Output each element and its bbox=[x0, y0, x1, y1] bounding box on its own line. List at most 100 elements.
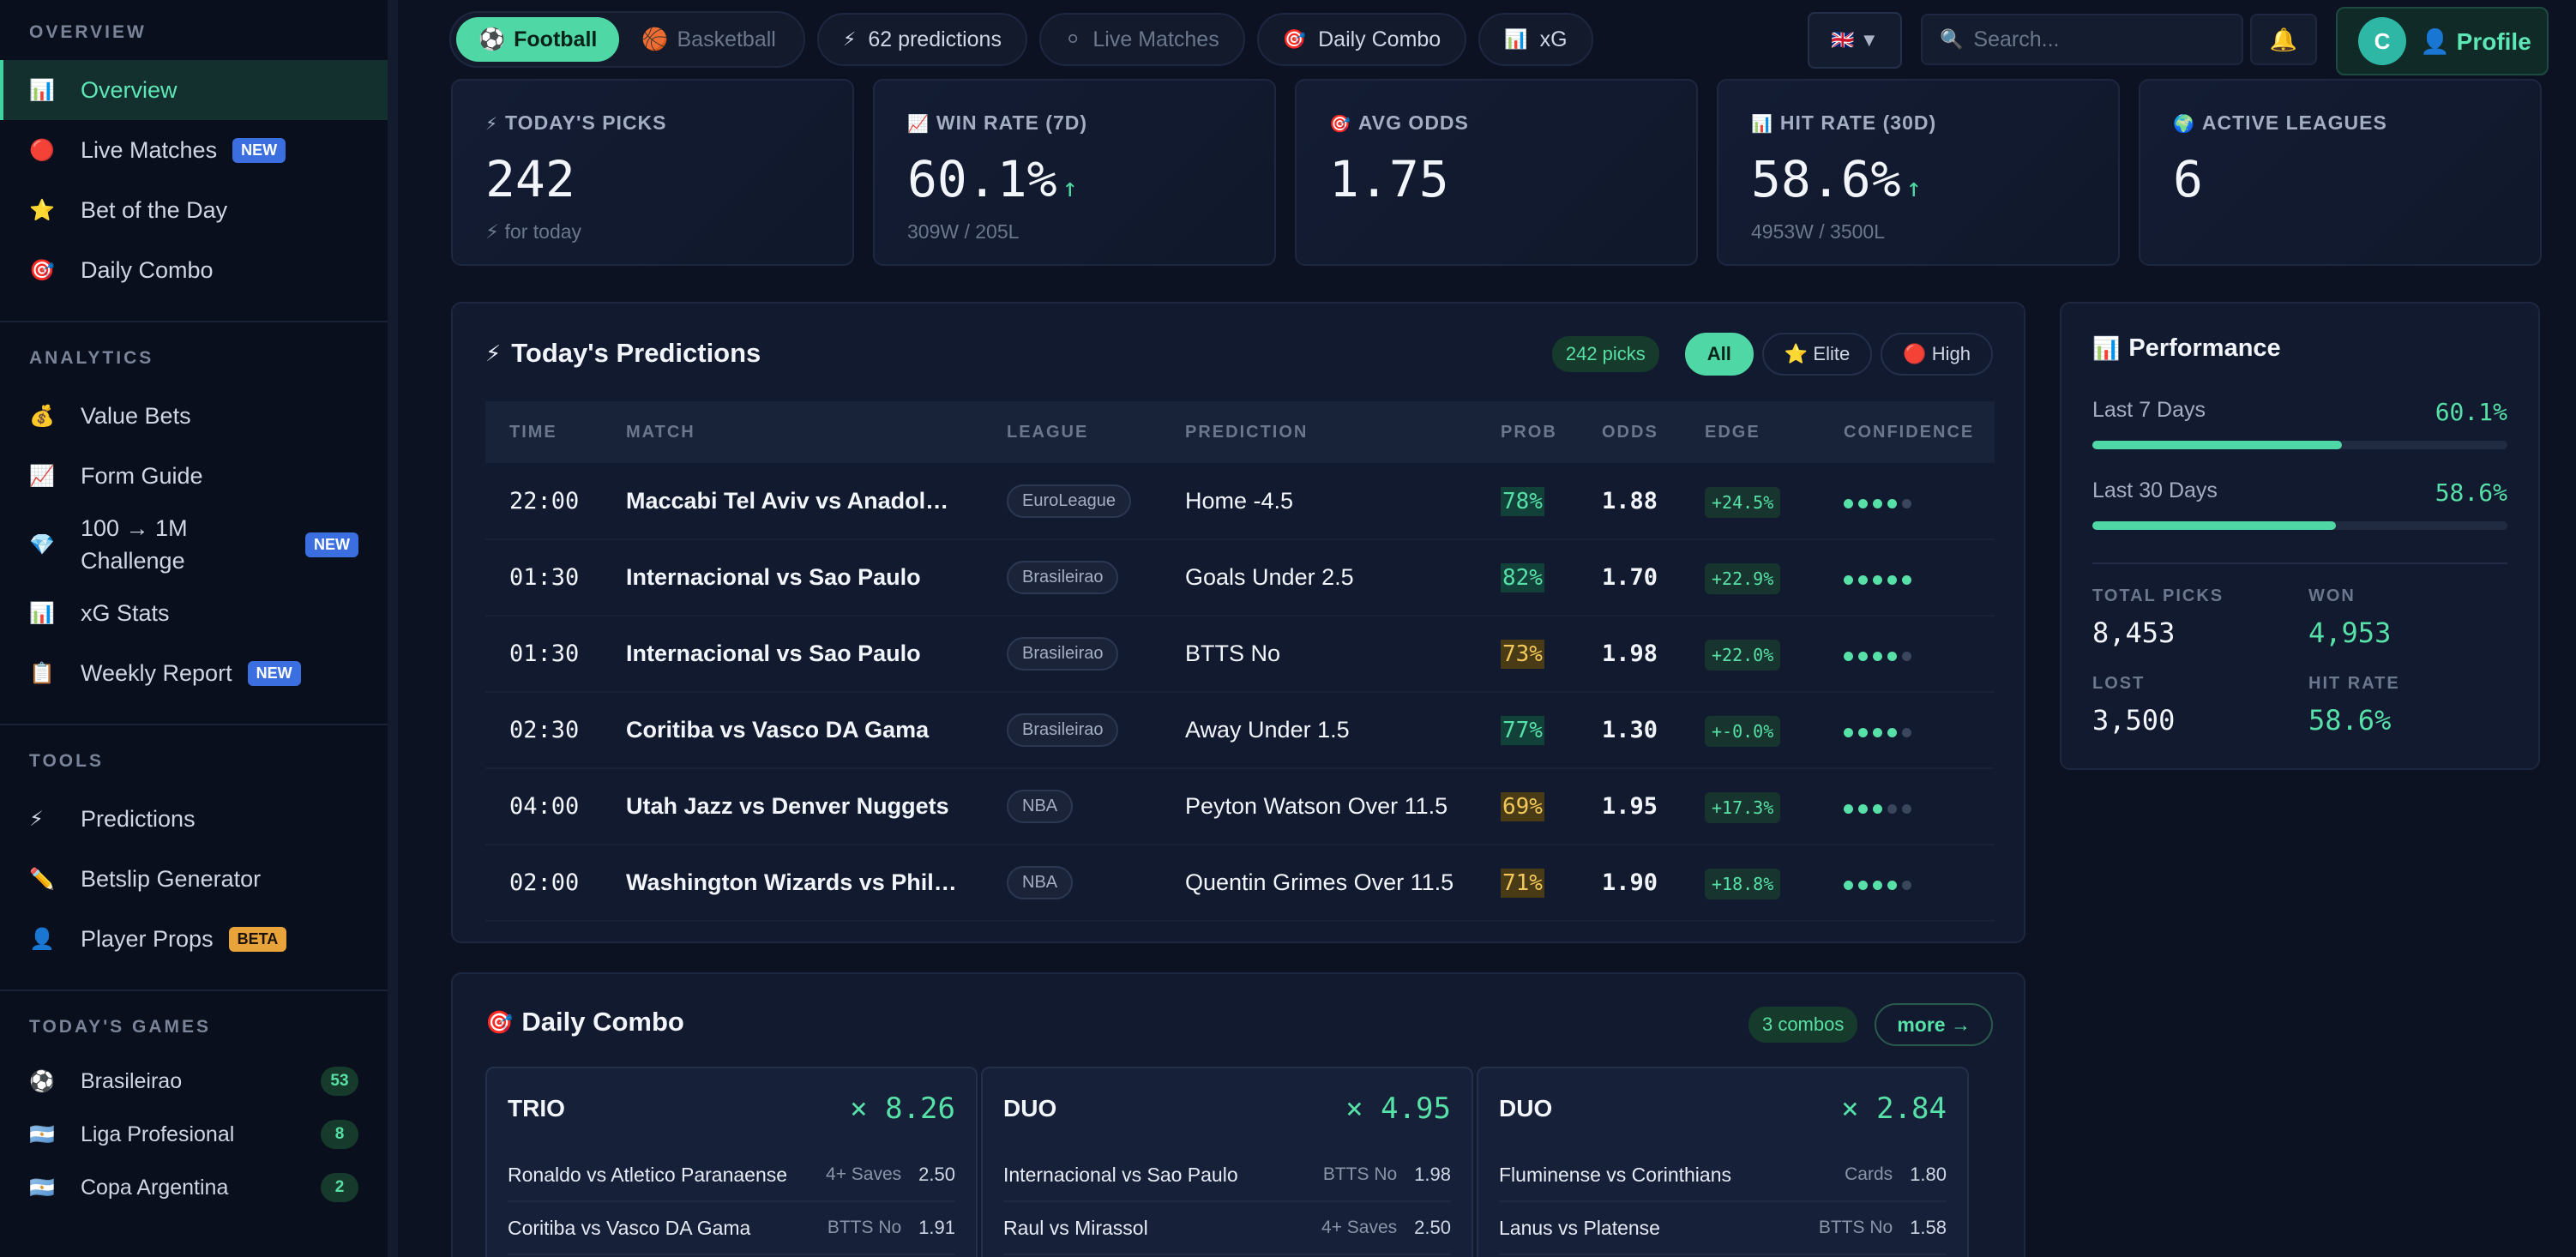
cell-odds: 1.90 bbox=[1578, 845, 1681, 922]
column-header-odds[interactable]: ODDS bbox=[1578, 401, 1681, 463]
tab-football[interactable]: ⚽ Football bbox=[456, 17, 620, 62]
sidebar-item-weekly-report[interactable]: 📋 Weekly Report NEW bbox=[0, 643, 388, 703]
stat-sub: 4953W / 3500L bbox=[1751, 220, 1886, 243]
tab-basketball[interactable]: 🏀 Basketball bbox=[619, 17, 798, 62]
combo-card[interactable]: DUO × 4.95 Internacional vs Sao Paulo BTTS … bbox=[981, 1067, 1473, 1257]
cell-time: 04:00 bbox=[485, 768, 602, 845]
search-icon: 🔍 bbox=[1940, 28, 1964, 50]
sidebar-item-xg-stats[interactable]: 📊 xG Stats bbox=[0, 583, 388, 643]
column-header-edge[interactable]: EDGE bbox=[1681, 401, 1820, 463]
sidebar-item-daily-combo[interactable]: 🎯 Daily Combo bbox=[0, 240, 388, 300]
predictions-count-pill[interactable]: ⚡ 62 predictions bbox=[816, 13, 1027, 66]
pill-label: xG bbox=[1539, 27, 1568, 51]
table-row[interactable]: 02:30 Coritiba vs Vasco DA Gama Brasileira… bbox=[485, 692, 1995, 769]
confidence-dot bbox=[1887, 728, 1897, 737]
sidebar-item-betslip-generator[interactable]: ✏️ Betslip Generator bbox=[0, 849, 388, 909]
sidebar-item-player-props[interactable]: 👤 Player Props BETA bbox=[0, 909, 388, 969]
sidebar-item-predictions[interactable]: ⚡ Predictions bbox=[0, 789, 388, 849]
filter-all-button[interactable]: All bbox=[1684, 333, 1754, 376]
confidence-dot bbox=[1858, 804, 1868, 814]
stat-key: WON bbox=[2308, 586, 2356, 605]
arrow-up-icon: ↑ bbox=[1062, 173, 1078, 203]
sidebar-section-overview: OVERVIEW bbox=[29, 22, 147, 42]
league-badge: NBA bbox=[1007, 866, 1074, 899]
filter-elite-button[interactable]: ⭐ Elite bbox=[1761, 333, 1873, 376]
cell-prob: 77% bbox=[1477, 692, 1578, 769]
live-matches-pill[interactable]: ⚪ Live Matches bbox=[1038, 13, 1245, 66]
sidebar-item-live-matches[interactable]: 🔴 Live Matches NEW bbox=[0, 120, 388, 180]
sidebar-item-label: Predictions bbox=[81, 806, 196, 832]
cell-prob: 78% bbox=[1477, 463, 1578, 540]
sidebar-item-copa-argentina[interactable]: 🇦🇷 Copa Argentina 2 bbox=[0, 1161, 388, 1214]
column-header-time[interactable]: TIME bbox=[485, 401, 602, 463]
combo-card-header: TRIO × 8.26 bbox=[508, 1068, 955, 1149]
new-badge: NEW bbox=[305, 532, 358, 557]
progress-bar-fill bbox=[2092, 521, 2336, 530]
column-header-confidence[interactable]: CONFIDENCE bbox=[1820, 401, 1995, 463]
sidebar-item-label: xG Stats bbox=[81, 600, 170, 626]
cell-prediction: Goals Under 2.5 bbox=[1161, 539, 1477, 616]
predictions-table-body: 22:00 Maccabi Tel Aviv vs Anadolu Efes Eur… bbox=[485, 463, 1995, 922]
sidebar-item-liga-profesional[interactable]: 🇦🇷 Liga Profesional 8 bbox=[0, 1108, 388, 1161]
xg-pill[interactable]: 📊 xG bbox=[1478, 13, 1593, 66]
profile-button[interactable]: C 👤 Profile bbox=[2336, 7, 2549, 75]
confidence-dot bbox=[1873, 498, 1882, 508]
sidebar-item-challenge[interactable]: 💎 100 → 1M Challenge NEW bbox=[0, 506, 388, 583]
sidebar-item-brasileirao[interactable]: ⚽ Brasileirao 53 bbox=[0, 1055, 388, 1108]
column-header-prob[interactable]: PROB bbox=[1477, 401, 1578, 463]
column-header-prediction[interactable]: PREDICTION bbox=[1161, 401, 1477, 463]
column-header-league[interactable]: LEAGUE bbox=[983, 401, 1161, 463]
sidebar: OVERVIEW 📊 Overview 🔴 Live Matches NEW ⭐… bbox=[0, 0, 398, 1257]
chart-icon: 📊 bbox=[1751, 115, 1773, 134]
cell-league: EuroLeague bbox=[983, 463, 1161, 540]
cell-prob: 69% bbox=[1477, 768, 1578, 845]
combo-type: DUO bbox=[1003, 1095, 1057, 1122]
league-badge: Brasileirao bbox=[1007, 713, 1119, 747]
performance-header: 📊 Performance bbox=[2092, 334, 2281, 363]
notifications-button[interactable]: 🔔 bbox=[2250, 14, 2317, 65]
sidebar-item-overview[interactable]: 📊 Overview bbox=[0, 60, 388, 120]
filter-high-button[interactable]: 🔴 High bbox=[1881, 333, 1993, 376]
sidebar-item-value-bets[interactable]: 💰 Value Bets bbox=[0, 386, 388, 446]
beta-badge: BETA bbox=[228, 926, 287, 952]
confidence-dots bbox=[1844, 804, 1917, 814]
sidebar-item-form-guide[interactable]: 📈 Form Guide bbox=[0, 446, 388, 506]
leg-odds: 1.80 bbox=[1910, 1164, 1947, 1185]
league-badge: NBA bbox=[1007, 790, 1074, 823]
leg-market: 4+ Saves bbox=[826, 1164, 902, 1184]
stat-value: 6 bbox=[2173, 150, 2507, 208]
combo-card[interactable]: DUO × 2.84 Fluminense vs Corinthians Cards 1… bbox=[1477, 1067, 1969, 1257]
combo-card[interactable]: TRIO × 8.26 Ronaldo vs Atletico Paranaense… bbox=[485, 1067, 978, 1257]
cell-confidence bbox=[1820, 845, 1995, 922]
daily-combo-pill[interactable]: 🎯 Daily Combo bbox=[1256, 13, 1467, 66]
table-row[interactable]: 04:00 Utah Jazz vs Denver Nuggets NBA Peyto… bbox=[485, 768, 1995, 845]
search-input[interactable]: 🔍 Search... bbox=[1921, 14, 2243, 65]
search-placeholder: Search... bbox=[1973, 27, 2060, 51]
confidence-dot bbox=[1858, 498, 1868, 508]
stat-total-picks: TOTAL PICKS 8,453 bbox=[2092, 586, 2290, 649]
confidence-dot bbox=[1858, 881, 1868, 890]
sidebar-item-bet-of-the-day[interactable]: ⭐ Bet of the Day bbox=[0, 180, 388, 240]
chart-icon: 📊 bbox=[2092, 335, 2121, 361]
confidence-dot bbox=[1844, 804, 1853, 814]
stat-sub: 309W / 205L bbox=[907, 220, 1020, 243]
confidence-dot bbox=[1902, 804, 1911, 814]
stat-label-text: ACTIVE LEAGUES bbox=[2201, 111, 2387, 134]
stat-label: 🌍 ACTIVE LEAGUES bbox=[2173, 111, 2507, 135]
language-selector[interactable]: 🇬🇧 ▼ bbox=[1808, 12, 1902, 69]
table-row[interactable]: 22:00 Maccabi Tel Aviv vs Anadolu Efes Eur… bbox=[485, 463, 1995, 540]
column-header-match[interactable]: MATCH bbox=[602, 401, 983, 463]
more-combos-button[interactable]: more → bbox=[1875, 1003, 1993, 1046]
probability-value: 77% bbox=[1501, 716, 1544, 745]
table-row[interactable]: 01:30 Internacional vs Sao Paulo Brasileir… bbox=[485, 539, 1995, 616]
game-count-badge: 53 bbox=[321, 1067, 358, 1096]
edge-badge: +22.9% bbox=[1705, 563, 1781, 594]
performance-row-label: Last 30 Days bbox=[2092, 478, 2218, 502]
table-header-row: TIME MATCH LEAGUE PREDICTION PROB ODDS E… bbox=[485, 401, 1995, 463]
lightning-icon: ⚡ bbox=[485, 115, 499, 134]
trend-up-icon: 📈 bbox=[907, 115, 930, 134]
table-row[interactable]: 02:00 Washington Wizards vs Philadelphia … bbox=[485, 845, 1995, 922]
table-row[interactable]: 01:30 Internacional vs Sao Paulo Brasileir… bbox=[485, 616, 1995, 693]
daily-combo-panel: 🎯 Daily Combo 3 combos more → TRIO × 8.26… bbox=[451, 972, 2025, 1257]
league-badge: Brasileirao bbox=[1007, 561, 1119, 594]
